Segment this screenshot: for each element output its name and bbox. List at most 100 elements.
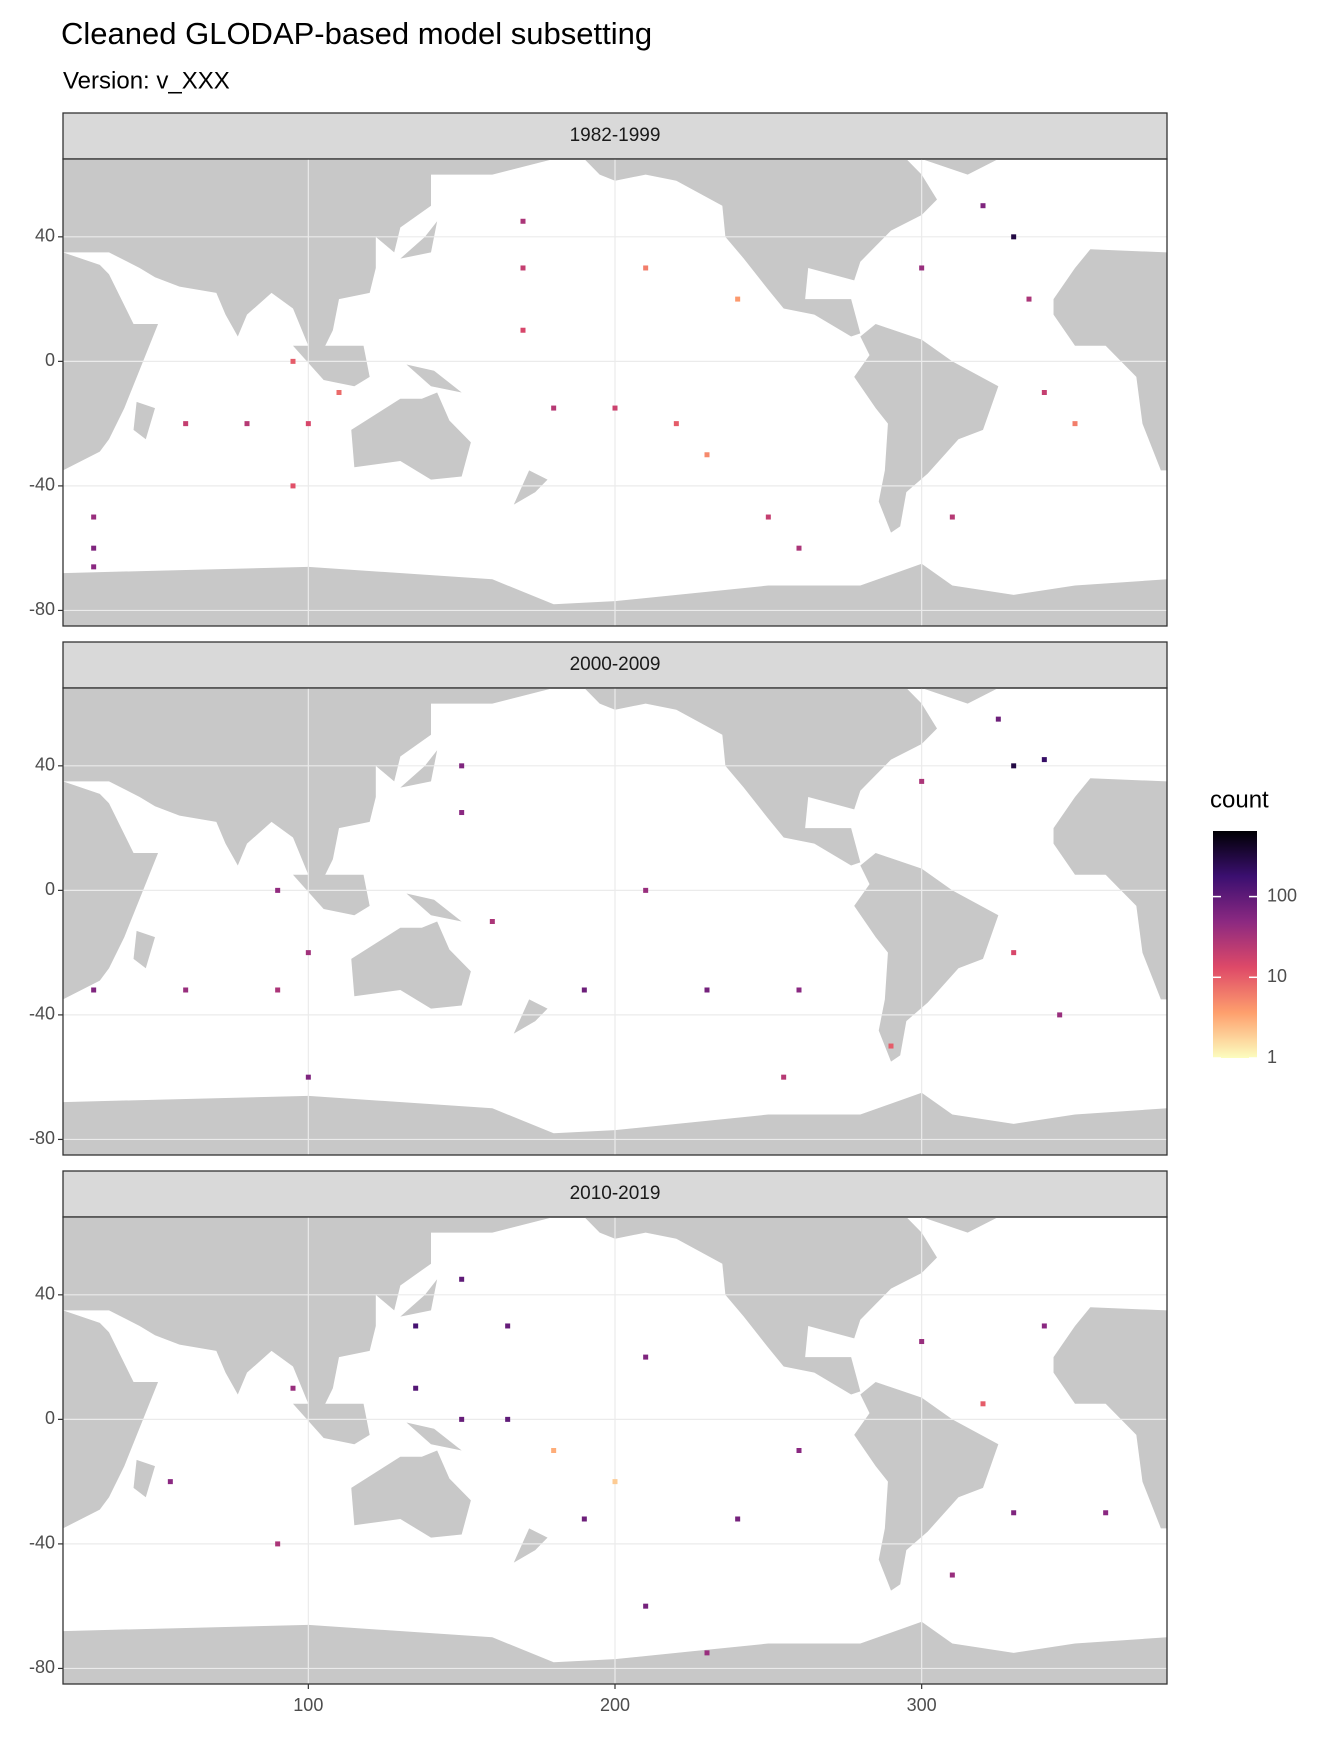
data-point [796,1448,802,1453]
data-point [1057,1012,1063,1018]
facet-strip [62,641,1168,689]
data-point [520,327,526,333]
panel-border [62,687,1168,1156]
data-point [459,810,465,816]
colorbar [1213,831,1257,1058]
data-point [290,483,296,489]
data-point [643,1603,649,1609]
data-point [949,1572,955,1578]
x-tick-label: 200 [600,1695,630,1715]
data-point [520,265,526,271]
data-point [413,1323,419,1329]
data-point [551,1448,557,1453]
data-point [1072,421,1078,427]
data-point [459,1276,465,1282]
data-point [275,1541,281,1547]
legend-tick-label: 1 [1267,1047,1277,1067]
data-point [704,1650,710,1656]
y-tick-label: -40 [29,1004,55,1024]
data-point [505,1323,511,1329]
data-point [643,1354,649,1360]
facet-label: 2010-2019 [570,1183,661,1204]
data-point [980,203,986,209]
data-point [91,564,97,570]
chart-subtitle: Version: v_XXX [63,67,230,94]
data-point [612,1479,618,1485]
data-point [781,1074,787,1080]
data-point [735,296,741,302]
data-point [167,1479,173,1485]
x-tick-label: 100 [293,1695,323,1715]
data-point [91,545,97,551]
facet-label: 2000-2009 [570,654,661,675]
data-point [520,218,526,224]
data-point [1041,1323,1047,1329]
data-point [1011,950,1017,956]
data-point [581,1516,587,1522]
legend-tick-label: 10 [1267,966,1287,986]
data-point [336,390,342,395]
panel-border [62,158,1168,627]
data-point [290,1385,296,1391]
data-point [735,1516,741,1522]
y-tick-label: -40 [29,475,55,495]
data-point [949,514,955,520]
data-point [612,405,618,411]
facet-strip [62,112,1168,160]
data-point [183,421,189,427]
data-point [919,778,925,784]
data-point [489,919,495,924]
data-point [1041,390,1047,395]
data-point [1011,234,1017,240]
y-tick-label: 40 [35,1284,55,1304]
y-tick-label: 0 [45,350,55,370]
y-tick-label: -40 [29,1533,55,1553]
data-point [459,763,465,769]
data-point [888,1043,894,1049]
y-tick-label: -80 [29,599,55,619]
data-point [91,514,97,520]
facet-strip [62,1170,1168,1218]
data-point [551,405,557,411]
data-point [796,987,802,993]
data-point [305,950,311,956]
data-point [1026,296,1032,302]
data-point [413,1385,419,1391]
data-point [581,987,587,993]
legend-title: count [1210,786,1269,813]
data-point [1011,1510,1017,1516]
data-point [1103,1510,1109,1516]
y-tick-label: 40 [35,755,55,775]
data-point [704,987,710,993]
data-point [183,987,189,993]
y-tick-label: 0 [45,879,55,899]
data-point [459,1416,465,1422]
data-point [995,716,1001,722]
facet-label: 1982-1999 [570,125,661,146]
data-point [275,987,281,993]
y-tick-label: 0 [45,1408,55,1428]
data-point [643,265,649,271]
data-point [704,452,710,458]
data-point [643,887,649,893]
y-tick-label: 40 [35,226,55,246]
data-point [980,1401,986,1407]
data-point [1011,763,1017,769]
x-tick-label: 300 [907,1695,937,1715]
data-point [919,265,925,271]
legend-tick-label: 100 [1267,885,1297,905]
data-point [275,887,281,893]
data-point [919,1339,925,1345]
chart-title: Cleaned GLODAP-based model subsetting [61,16,652,51]
data-point [796,545,802,551]
data-point [505,1416,511,1422]
data-point [91,987,97,993]
data-point [673,421,679,427]
data-point [765,514,771,520]
data-point [1041,757,1047,763]
data-point [244,421,250,427]
data-point [290,358,296,364]
data-point [305,1074,311,1080]
data-point [305,421,311,427]
